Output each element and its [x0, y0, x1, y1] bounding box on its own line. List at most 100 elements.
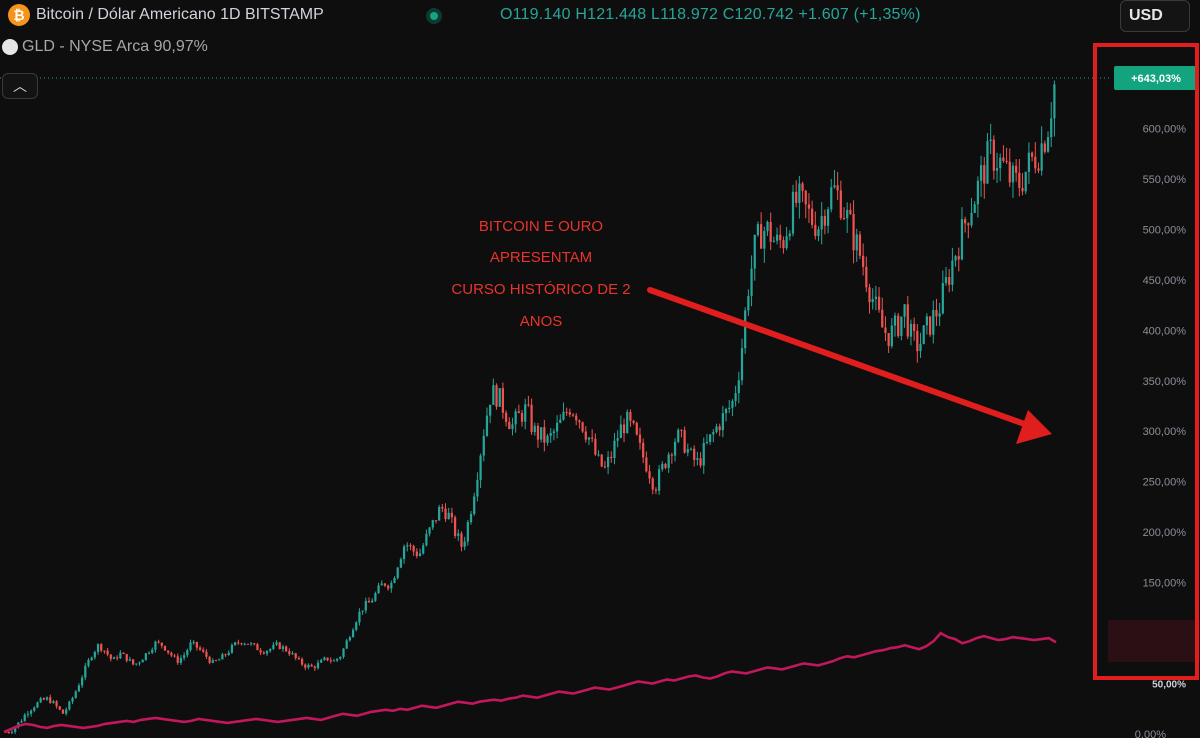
candle-body — [744, 310, 747, 349]
candle-body — [957, 256, 960, 260]
candle-body — [390, 582, 393, 589]
candle-body — [1046, 137, 1050, 152]
candle-body — [893, 315, 897, 326]
candle-body — [272, 644, 275, 649]
candle-body — [96, 644, 100, 652]
candle-body — [951, 260, 954, 285]
candle-body — [654, 489, 658, 491]
candle-body — [1030, 152, 1034, 157]
candle-body — [667, 454, 670, 468]
candle-body — [696, 458, 699, 460]
candle-body — [246, 643, 249, 645]
candle-body — [281, 646, 285, 650]
candle-body — [119, 652, 122, 659]
candle-body — [862, 255, 865, 267]
candle-body — [578, 420, 581, 423]
candle-body — [291, 653, 294, 655]
candle-body — [1053, 84, 1056, 119]
candle-body — [638, 434, 642, 443]
candle-body — [374, 593, 377, 601]
candle-body — [811, 208, 814, 225]
candle-body — [613, 440, 616, 458]
candle-body — [211, 660, 214, 663]
candle-body — [983, 165, 986, 184]
annotation-line-3: CURSO HISTÓRICO DE 2 — [451, 281, 631, 298]
candle-body — [39, 698, 42, 703]
candle-body — [597, 454, 600, 456]
candle-body — [804, 190, 807, 205]
candle-body — [839, 190, 842, 219]
candle-body — [300, 658, 304, 665]
gld-legend[interactable]: GLD - NYSE Arca 90,97% — [2, 38, 208, 56]
candle-body — [45, 697, 49, 700]
candle-body — [192, 641, 195, 643]
candle-body — [265, 650, 269, 654]
candle-body — [877, 296, 881, 310]
candle-body — [992, 139, 995, 171]
candle-body — [1034, 156, 1037, 169]
symbol-title[interactable]: Bitcoin / Dólar Americano 1D BITSTAMP — [36, 6, 324, 23]
candle-body — [948, 277, 951, 285]
candle-body — [320, 659, 323, 663]
candle-body — [782, 240, 785, 249]
candle-body — [482, 435, 485, 456]
candle-body — [508, 421, 511, 430]
candle-body — [903, 304, 906, 317]
y-tick-label: 250,00% — [1143, 477, 1187, 489]
candle-body — [581, 422, 584, 432]
y-tick-label: 50,00% — [1152, 680, 1186, 691]
candle-body — [1021, 188, 1024, 192]
candle-body — [479, 455, 482, 480]
candle-body — [367, 600, 371, 603]
candle-body — [919, 343, 922, 352]
candle-body — [999, 157, 1002, 169]
candle-body — [332, 660, 336, 662]
candle-body — [858, 234, 862, 256]
candle-body — [606, 456, 610, 468]
candle-body — [393, 577, 396, 583]
candle-body — [1011, 165, 1015, 183]
candle-body — [234, 642, 237, 645]
candle-body — [591, 437, 594, 439]
candle-body — [307, 664, 310, 668]
candle-body — [361, 610, 364, 612]
candle-body — [750, 268, 753, 296]
candle-body — [135, 663, 138, 665]
candle-body — [396, 567, 399, 578]
candle-body — [916, 330, 919, 352]
candle-body — [642, 442, 645, 458]
candle-body — [323, 657, 326, 660]
candle-body — [708, 434, 712, 442]
candle-body — [154, 641, 157, 650]
candle-body — [450, 512, 454, 518]
candle-body — [906, 304, 909, 337]
candle-body — [610, 456, 613, 458]
collapse-legend-button[interactable]: ︿ — [2, 73, 38, 99]
candle-body — [693, 448, 696, 460]
candle-body — [747, 295, 750, 311]
candle-body — [801, 183, 804, 191]
candle-body — [205, 651, 208, 657]
candle-body — [766, 221, 769, 232]
candle-body — [559, 419, 562, 423]
candle-body — [546, 435, 549, 443]
candle-body — [336, 658, 339, 661]
candle-body — [855, 234, 858, 251]
currency-button[interactable]: USD — [1120, 0, 1190, 32]
gld-legend-label: GLD - NYSE Arca 90,97% — [22, 38, 208, 55]
market-status-icon[interactable] — [426, 8, 442, 24]
candle-body — [928, 316, 932, 335]
annotation-line-2: APRESENTAM — [489, 249, 593, 266]
candle-body — [846, 209, 849, 219]
bitcoin-icon[interactable]: ₿ — [8, 4, 30, 26]
candle-body — [673, 441, 677, 456]
candle-body — [329, 660, 332, 662]
candle-body — [944, 277, 948, 284]
candle-body — [112, 657, 116, 659]
candle-body — [1005, 160, 1008, 162]
candle-body — [355, 622, 358, 630]
annotation-line-1: BITCOIN E OURO — [478, 218, 604, 235]
currency-label: USD — [1129, 7, 1163, 24]
candle-body — [198, 647, 202, 650]
